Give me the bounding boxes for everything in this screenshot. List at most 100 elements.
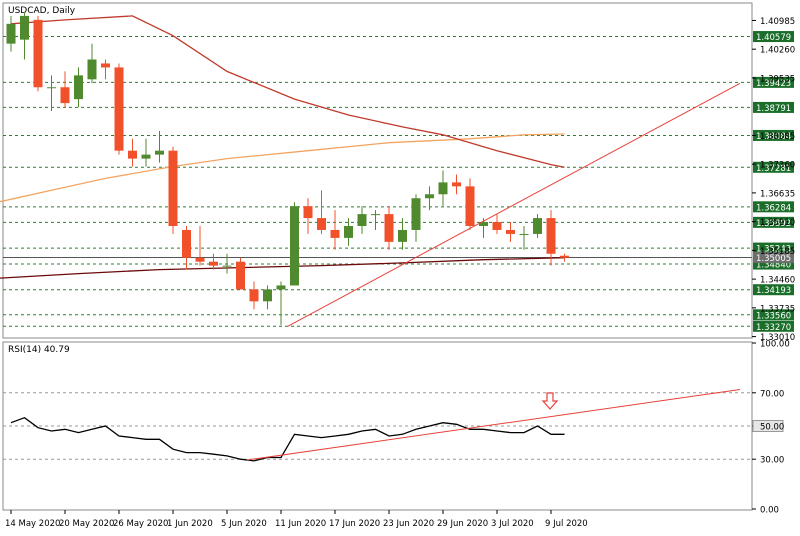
candle-bullish (290, 206, 299, 286)
candle-bearish (101, 63, 110, 68)
down-arrow-icon (541, 392, 559, 410)
rsi-current-box (752, 420, 784, 432)
candle-bearish (128, 150, 137, 159)
candle-bullish (263, 289, 272, 302)
level-label: 1.38084 (756, 132, 791, 142)
candle-bearish (114, 67, 124, 151)
price-tick-label: 1.40260 (760, 46, 795, 56)
rsi-tick-label: 50.00 (760, 423, 784, 433)
candle-bearish (236, 261, 245, 290)
x-tick-label: 9 Jul 2020 (545, 519, 588, 529)
rsi-tick-label: 0.00 (760, 506, 779, 516)
candle-bearish (330, 229, 340, 238)
candle-bullish (6, 23, 16, 44)
level-label: 1.34193 (756, 286, 791, 296)
candle-bearish (33, 19, 43, 88)
level-label-box (753, 129, 794, 141)
level-label-box (753, 201, 794, 213)
level-label: 1.38791 (756, 104, 791, 114)
candle-bearish (60, 87, 70, 104)
candle-bullish (87, 59, 97, 80)
candle-bearish (452, 182, 461, 187)
x-tick-label: 17 Jun 2020 (329, 519, 380, 529)
candle-bullish (479, 222, 488, 226)
level-label-box (753, 320, 794, 332)
candle-bullish (222, 265, 232, 267)
moving-average-orange (0, 133, 565, 203)
level-label: 1.33270 (756, 323, 791, 333)
candle-bearish (492, 222, 502, 230)
candle-bearish (546, 218, 556, 254)
candle-bearish (168, 150, 178, 226)
x-tick-label: 29 Jun 2020 (437, 519, 488, 529)
rsi-title: RSI(14) 40.79 (8, 345, 70, 355)
level-label-box (753, 309, 794, 321)
candle-bullish (398, 229, 407, 242)
price-trendline (287, 82, 741, 327)
level-label: 1.40579 (756, 33, 791, 43)
candle-bullish (141, 154, 151, 159)
level-label: 1.36284 (756, 203, 791, 213)
price-tick-label: 1.39535 (760, 74, 795, 84)
price-tick-label: 1.40985 (760, 17, 795, 27)
moving-average-red (10, 15, 565, 168)
candle-bullish (47, 87, 56, 89)
level-label: 1.37281 (756, 164, 791, 174)
x-tick-label: 1 Jun 2020 (167, 519, 213, 529)
x-tick-label: 5 Jun 2020 (221, 519, 267, 529)
level-label-box (753, 242, 794, 254)
level-label-box (753, 101, 794, 113)
candle-bullish (155, 150, 164, 155)
candle-bearish (195, 257, 205, 262)
price-tick-label: 1.33010 (760, 333, 795, 343)
moving-average-darkred (0, 257, 565, 279)
x-tick-label: 23 Jun 2020 (383, 519, 434, 529)
price-tick-label: 1.38085 (760, 132, 795, 142)
candle-bearish (506, 229, 515, 234)
level-label-box (753, 284, 794, 296)
rsi-tick-label: 30.00 (760, 456, 784, 466)
candle-bearish (560, 255, 569, 258)
price-tick-label: 1.34460 (760, 276, 795, 286)
candle-bearish (249, 289, 259, 302)
level-label: 1.33560 (756, 311, 791, 321)
price-tick-label: 1.36635 (760, 189, 795, 199)
x-tick-label: 11 Jun 2020 (275, 519, 326, 529)
candle-bullish (20, 15, 29, 40)
candle-bullish (425, 194, 434, 199)
candle-bullish (344, 226, 353, 238)
candle-bullish (74, 75, 83, 100)
candle-bullish (519, 233, 529, 235)
candle-bearish (303, 206, 313, 219)
level-label-box (753, 161, 794, 173)
candle-bullish (276, 285, 286, 290)
candle-bearish (384, 214, 394, 242)
level-label-box (753, 76, 794, 88)
x-tick-label: 14 May 2020 (5, 519, 60, 529)
price-panel-frame (2, 2, 753, 339)
rsi-trendline (247, 388, 741, 461)
level-label-box (753, 31, 794, 43)
candle-bullish (533, 218, 542, 234)
rsi-tick-label: 70.00 (760, 389, 784, 399)
x-tick-label: 3 Jul 2020 (491, 519, 534, 529)
price-tick-label: 1.37360 (760, 161, 795, 171)
candle-bearish (182, 229, 191, 258)
current-price-label-box (753, 252, 794, 264)
candle-bullish (371, 214, 380, 216)
level-label: 1.39423 (756, 79, 791, 89)
candle-bearish (465, 186, 475, 226)
candle-bullish (411, 198, 421, 230)
candle-bearish (317, 218, 326, 230)
candle-bullish (357, 214, 367, 226)
level-label: 1.34840 (756, 261, 791, 271)
level-label: 1.35243 (756, 245, 791, 255)
x-tick-label: 26 May 2020 (113, 519, 168, 529)
current-price-label: 1.35005 (756, 254, 791, 264)
rsi-line (10, 416, 565, 462)
level-label-box (753, 216, 794, 228)
level-label: 1.35892 (756, 219, 791, 229)
level-label-box (753, 258, 794, 270)
